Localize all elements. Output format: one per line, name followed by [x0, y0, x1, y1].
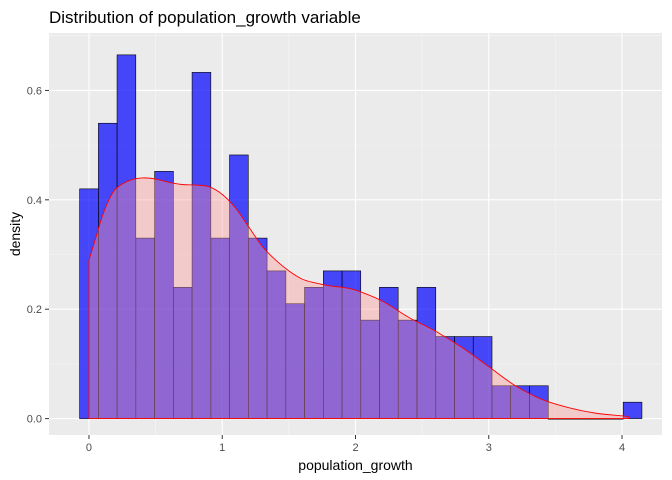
x-axis-title: population_growth — [298, 457, 412, 473]
chart-title: Distribution of population_growth variab… — [49, 8, 361, 27]
density-area — [88, 177, 629, 419]
y-axis-title: density — [7, 212, 23, 256]
x-tick-label: 1 — [219, 442, 225, 454]
y-axis-ticks: 0.0 0.2 0.4 0.6 — [27, 85, 49, 426]
x-tick-label: 3 — [486, 442, 492, 454]
x-tick-label: 2 — [352, 442, 358, 454]
y-tick-label: 0.6 — [27, 85, 42, 97]
histogram-bar — [622, 401, 643, 419]
y-tick-label: 0.2 — [27, 304, 42, 316]
y-tick-label: 0.0 — [27, 414, 42, 426]
x-axis-ticks: 0 1 2 3 4 — [86, 435, 625, 454]
histogram-bars — [79, 54, 643, 420]
y-tick-label: 0.4 — [27, 195, 42, 207]
x-tick-label: 0 — [86, 442, 92, 454]
x-tick-label: 4 — [619, 442, 625, 454]
density-layer — [88, 177, 630, 420]
density-line — [88, 177, 630, 420]
